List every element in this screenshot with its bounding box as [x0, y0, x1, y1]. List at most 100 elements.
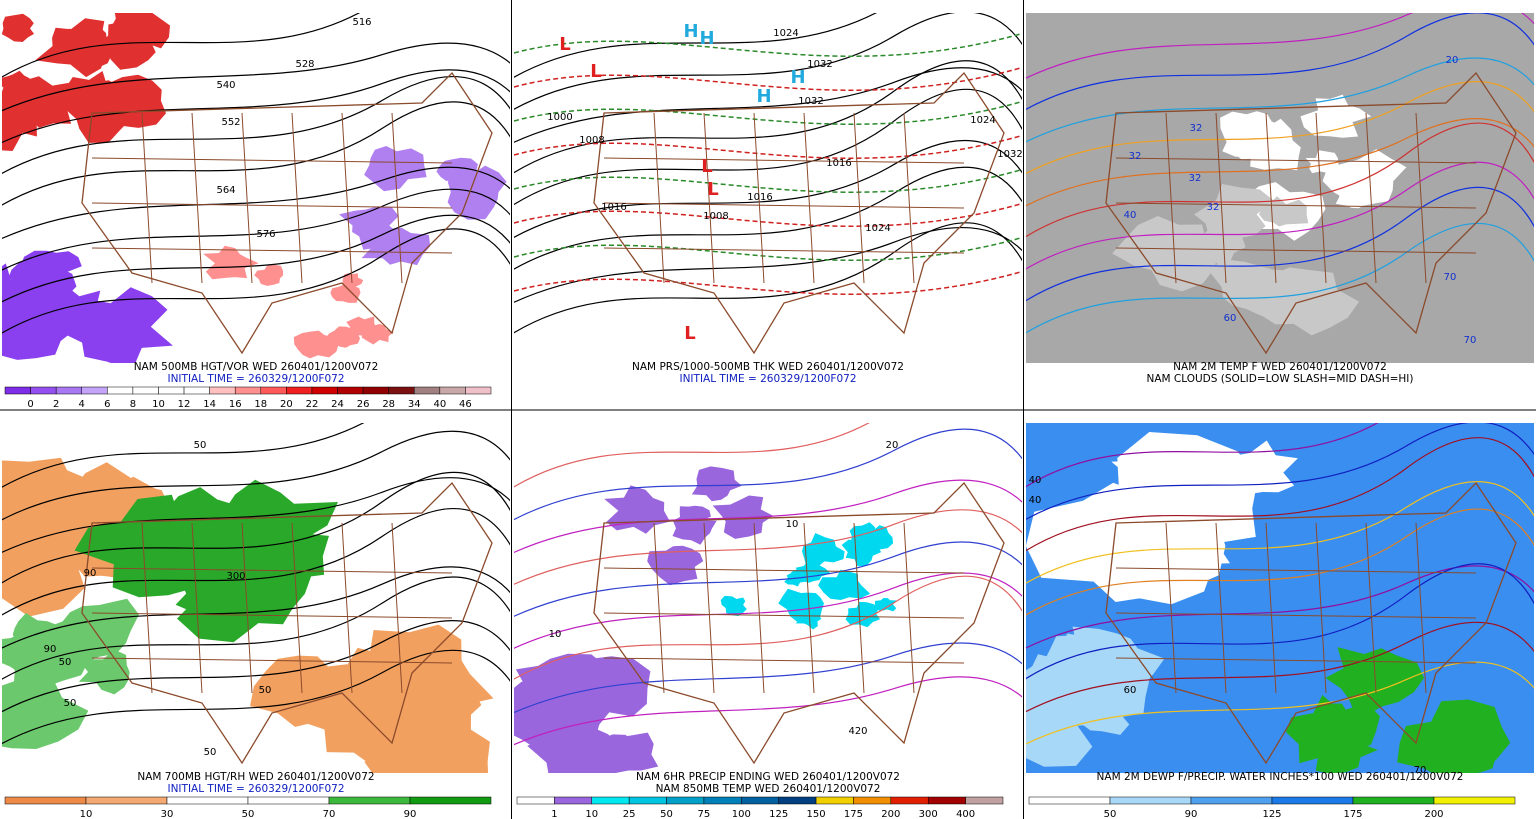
state-line — [191, 112, 203, 284]
caption: NAM 2M TEMP F WED 260401/1200V072 — [1173, 361, 1387, 373]
contour-line — [2, 228, 510, 334]
contour-label: 70 — [1464, 335, 1477, 346]
contour-label: 10 — [549, 629, 562, 640]
field-area — [1036, 660, 1150, 728]
contour-label: 1008 — [579, 135, 604, 146]
contour-line — [1026, 13, 1534, 79]
colorbar-label: 2 — [53, 399, 59, 410]
contour-label: 32 — [1190, 123, 1203, 134]
colorbar-label: 10 — [585, 809, 598, 819]
country-outline — [1105, 71, 1517, 355]
state-line — [1115, 202, 1477, 209]
contour-label: 528 — [295, 59, 314, 70]
colorbar-swatch — [166, 796, 249, 805]
field-area — [1099, 495, 1195, 559]
caption: NAM 500MB HGT/VOR WED 260401/1200V072 — [134, 361, 379, 373]
contour-label: 516 — [352, 17, 371, 28]
caption: INITIAL TIME = 260329/1200F072 — [167, 373, 344, 385]
colorbar-swatch — [439, 386, 466, 395]
contour-line — [514, 676, 1022, 746]
state-line — [91, 612, 453, 619]
field-area — [293, 330, 339, 359]
colorbar-label: 200 — [881, 809, 900, 819]
map: 40 40 70 60 — [1026, 423, 1534, 773]
colorbar-label: 25 — [623, 809, 636, 819]
contour-label: 576 — [256, 229, 275, 240]
colorbar-label: 150 — [807, 809, 826, 819]
colorbar-label: 34 — [408, 399, 421, 410]
caption: NAM 6HR PRECIP ENDING WED 260401/1200V07… — [636, 771, 900, 783]
colorbar-label: 6 — [104, 399, 110, 410]
colorbar-swatch — [107, 386, 134, 395]
contour-label: 60 — [1124, 685, 1137, 696]
contour-line — [514, 428, 1022, 521]
colorbar-swatch — [30, 386, 57, 395]
colorbar-label: 4 — [79, 399, 85, 410]
contour-label: 1032 — [997, 149, 1022, 160]
contour-line — [2, 101, 510, 206]
field-area — [514, 653, 609, 722]
state-line — [653, 522, 665, 694]
contour-line — [1026, 508, 1534, 616]
field-area — [1300, 94, 1372, 138]
contour-label: 540 — [216, 80, 235, 91]
contour-line — [514, 423, 870, 488]
contour-label: 1000 — [547, 112, 572, 123]
field-area — [2, 13, 35, 42]
contour-label: 50 — [194, 440, 207, 451]
contour-line — [2, 508, 510, 616]
colorbar-label: 1 — [551, 809, 557, 819]
contour-line — [514, 222, 1022, 334]
contour-line — [1026, 223, 1534, 334]
state-line — [603, 202, 965, 209]
state-line — [1215, 112, 1227, 284]
caption: INITIAL TIME = 260329/1200F072 — [167, 783, 344, 795]
colorbar-swatch — [1190, 796, 1273, 805]
colorbar-label: 50 — [242, 809, 255, 819]
state-line — [291, 522, 303, 694]
colorbar-label: 14 — [203, 399, 216, 410]
map: 1024 1032 1032 1000 1008 1016 1008 1016 1024 1016… — [514, 13, 1022, 363]
colorbar-swatch — [853, 796, 892, 805]
map: 10 20 10 420 — [514, 423, 1022, 773]
state-line — [91, 247, 453, 254]
pressure-center: L — [590, 61, 601, 82]
colorbar-label: 75 — [698, 809, 711, 819]
contour-line — [2, 477, 510, 554]
state-line — [141, 522, 153, 694]
colorbar-swatch — [628, 796, 667, 805]
field-area — [2, 95, 35, 151]
colorbar-label: 8 — [130, 399, 136, 410]
contour-line — [514, 13, 1022, 111]
contour-label: 50 — [59, 657, 72, 668]
state-line — [903, 112, 915, 284]
colorbar-label: 175 — [1343, 809, 1362, 819]
field-area — [527, 725, 622, 773]
contour-line — [1026, 661, 1534, 745]
field-area — [1325, 647, 1425, 721]
weather-panel: 1024 1032 1032 1000 1008 1016 1008 1016 1024 1016… — [514, 13, 1022, 385]
field-area — [2, 634, 45, 675]
colorbar-swatch — [815, 796, 854, 805]
colorbar-swatch — [741, 796, 779, 805]
state-line — [603, 247, 965, 254]
contour-label: 40 — [1029, 475, 1042, 486]
colorbar-label: 24 — [331, 399, 344, 410]
colorbar-swatch — [183, 386, 210, 395]
state-line — [1115, 567, 1477, 574]
contour-label: 50 — [259, 685, 272, 696]
contour-label: 1016 — [826, 158, 851, 169]
colorbar-swatch — [1271, 796, 1354, 805]
state-line — [1365, 112, 1377, 284]
colorbar-label: 200 — [1424, 809, 1443, 819]
contour-label: 10 — [786, 519, 799, 530]
state-line — [1115, 612, 1477, 619]
colorbar-swatch — [1352, 796, 1435, 805]
contour-label: 32 — [1189, 173, 1202, 184]
contour-label: 40 — [1124, 210, 1137, 221]
field-area — [1194, 184, 1274, 239]
weather-panel: 32 32 32 32 40 60 70 70 20 NAM 2M TEMP F WED 2604… — [1026, 13, 1534, 385]
pressure-center: L — [559, 34, 570, 55]
state-line — [1315, 112, 1327, 284]
